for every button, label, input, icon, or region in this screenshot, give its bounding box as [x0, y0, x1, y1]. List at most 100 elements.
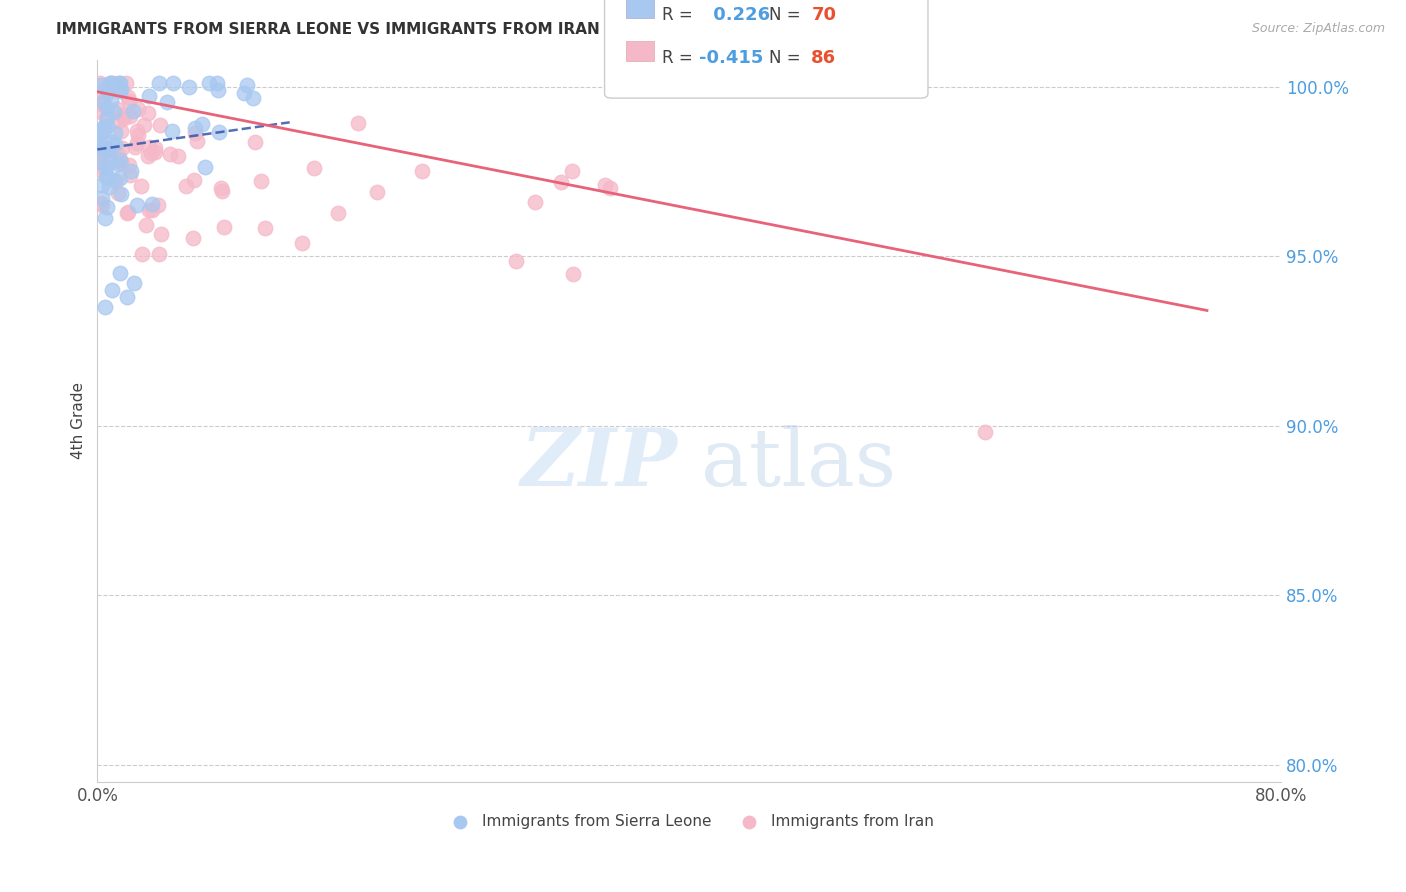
Point [134, 118, 156, 132]
Point [89, 148, 111, 162]
Point [98, 143, 121, 157]
Point [212, 219, 235, 234]
Point [150, 227, 173, 241]
Point [96, 112, 118, 126]
Point [148, 247, 170, 261]
Point [183, 172, 205, 186]
Point [112, 111, 135, 125]
Point [110, 154, 132, 169]
Text: 70: 70 [811, 6, 837, 24]
Point [118, 169, 141, 183]
Text: atlas: atlas [702, 425, 896, 503]
Point [96, 86, 118, 100]
Point [96, 169, 118, 184]
Point [112, 107, 135, 121]
Point [198, 76, 221, 90]
Point [89, 124, 111, 138]
Point [107, 76, 129, 90]
Text: N =: N = [769, 6, 806, 24]
Point [249, 174, 271, 188]
Point [117, 205, 139, 219]
Point [118, 94, 141, 108]
Point [131, 246, 153, 260]
Point [125, 124, 148, 138]
Point [91, 97, 114, 112]
Point [90, 163, 112, 178]
Point [143, 145, 166, 159]
Point [159, 146, 181, 161]
Point [105, 174, 128, 188]
Point [107, 186, 129, 201]
Point [89, 103, 111, 118]
Point [138, 140, 160, 154]
Point [93, 142, 115, 156]
Point [562, 267, 585, 281]
Point [108, 151, 131, 165]
Point [127, 198, 149, 212]
Point [96, 200, 118, 214]
Point [108, 266, 131, 280]
Point [253, 221, 276, 235]
Point [127, 136, 149, 150]
Point [115, 290, 138, 304]
Point [107, 157, 129, 171]
Point [93, 120, 115, 134]
Legend: Immigrants from Sierra Leone, Immigrants from Iran: Immigrants from Sierra Leone, Immigrants… [439, 808, 939, 836]
Point [103, 105, 125, 120]
Point [91, 178, 114, 192]
Point [94, 211, 117, 225]
Point [93, 120, 115, 135]
Point [107, 146, 129, 161]
Point [100, 76, 122, 90]
Point [149, 118, 172, 132]
Text: -0.415: -0.415 [699, 49, 763, 67]
Point [91, 95, 114, 110]
Point [120, 164, 142, 178]
Y-axis label: 4th Grade: 4th Grade [72, 382, 86, 459]
Point [176, 179, 198, 194]
Point [124, 139, 146, 153]
Point [191, 117, 214, 131]
Point [108, 171, 131, 186]
Point [90, 155, 112, 169]
Point [100, 135, 122, 149]
Point [89, 127, 111, 141]
Text: N =: N = [769, 49, 806, 67]
Point [87, 141, 110, 155]
Point [104, 154, 127, 169]
Point [138, 202, 160, 217]
Point [110, 155, 132, 169]
Point [107, 114, 129, 128]
Point [98, 80, 121, 95]
Point [104, 126, 127, 140]
Text: R =: R = [662, 6, 699, 24]
Point [98, 155, 121, 169]
Point [108, 84, 131, 98]
Point [90, 159, 112, 173]
Point [366, 185, 388, 199]
Point [122, 104, 145, 119]
Point [233, 87, 256, 101]
Point [94, 112, 117, 126]
Point [148, 76, 170, 90]
Point [242, 91, 264, 105]
Point [89, 76, 111, 90]
Point [101, 76, 124, 90]
Point [347, 116, 370, 130]
Point [93, 120, 115, 134]
Point [184, 121, 207, 136]
Point [561, 164, 583, 178]
Point [127, 128, 149, 143]
Point [211, 184, 233, 198]
Point [94, 300, 117, 314]
Point [91, 145, 114, 160]
Point [105, 103, 128, 117]
Text: Source: ZipAtlas.com: Source: ZipAtlas.com [1251, 22, 1385, 36]
Point [236, 78, 259, 92]
Point [148, 198, 170, 212]
Point [100, 94, 122, 108]
Point [243, 136, 266, 150]
Point [115, 206, 138, 220]
Point [328, 206, 350, 220]
Point [90, 78, 112, 92]
